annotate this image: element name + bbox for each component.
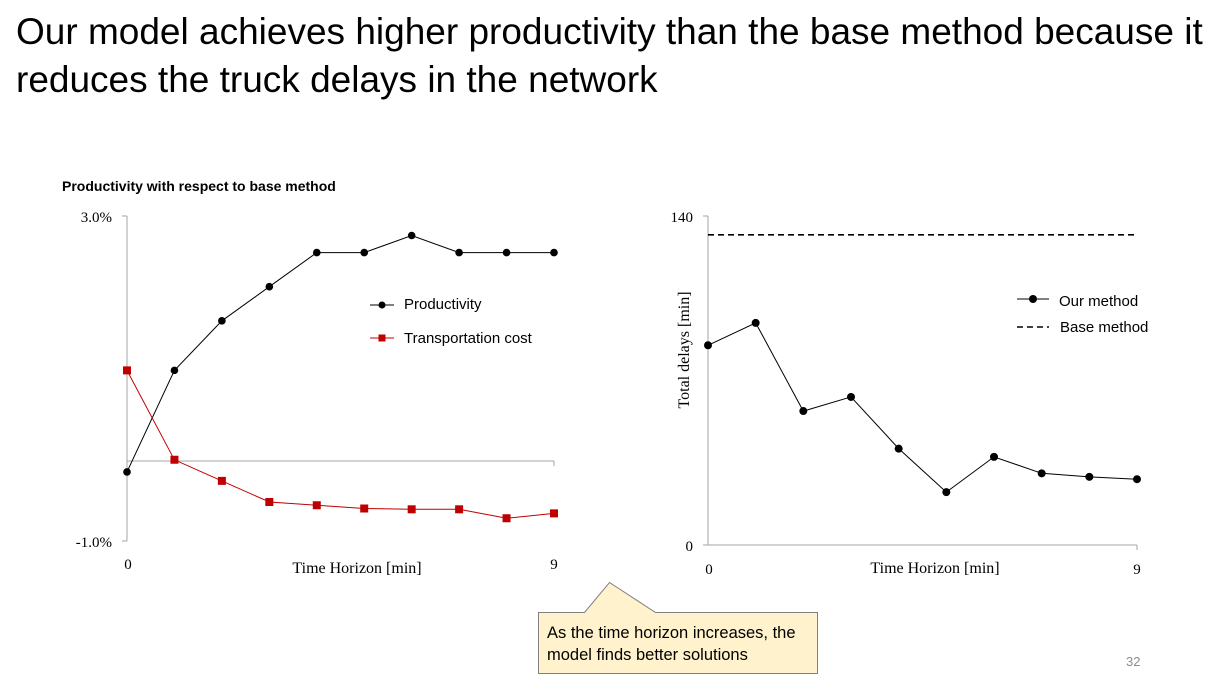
- chart1-point-transportation-cost: [502, 514, 511, 523]
- chart2-series: [704, 234, 1141, 497]
- chart1-line-productivity: [126, 234, 554, 473]
- slide-number: 32: [1126, 654, 1141, 669]
- chart2-point-our-method: [751, 318, 760, 327]
- chart1-point-transportation-cost: [217, 476, 226, 485]
- chart1-point-transportation-cost: [407, 505, 416, 514]
- legend-our-method-marker: [1029, 295, 1037, 303]
- chart1-point-productivity: [218, 317, 226, 325]
- chart2-x-axis-label: Time Horizon [min]: [870, 560, 999, 577]
- chart1-point-transportation-cost: [550, 509, 558, 518]
- legend-transportation-cost-label: Transportation cost: [404, 330, 533, 347]
- chart2-legend: Our method Base method: [1017, 293, 1148, 336]
- chart2-point-our-method: [1037, 469, 1046, 478]
- chart1-series: [123, 231, 558, 523]
- chart1-line-transportation-cost: [126, 370, 555, 519]
- legend-productivity-marker: [378, 301, 386, 309]
- chart2-y-axis-label: Total delays [min]: [676, 291, 693, 408]
- legend-base-method-label: Base method: [1060, 319, 1148, 336]
- chart1-point-transportation-cost: [312, 501, 321, 510]
- chart1-point-productivity: [170, 366, 179, 375]
- chart1-point-transportation-cost: [455, 505, 464, 514]
- chart2-point-our-method: [799, 407, 808, 416]
- chart1-ytick-label-bottom: -1.0%: [76, 535, 112, 551]
- chart2-point-our-method: [894, 444, 903, 453]
- chart2-point-our-method: [990, 452, 998, 461]
- chart2-point-our-method: [1085, 472, 1094, 481]
- chart1-point-productivity: [360, 248, 369, 257]
- chart2-point-our-method: [1133, 475, 1141, 484]
- chart2-xtick-label-end: 9: [1133, 562, 1141, 578]
- chart1-point-transportation-cost: [265, 498, 274, 506]
- chart1-point-productivity: [123, 468, 131, 476]
- chart1-ytick-label-top: 3.0%: [81, 210, 112, 226]
- chart1-point-transportation-cost: [170, 455, 179, 464]
- legend-our-method-label: Our method: [1059, 293, 1138, 310]
- chart2-ytick-label-bottom: 0: [686, 539, 694, 555]
- chart2-point-our-method: [942, 488, 951, 497]
- chart1-point-productivity: [502, 248, 511, 257]
- chart2-point-our-method: [704, 341, 712, 350]
- chart1-xtick-label-end: 9: [550, 557, 558, 573]
- chart1-point-transportation-cost: [123, 366, 131, 375]
- legend-transportation-cost-marker: [378, 334, 386, 342]
- callout-box: [538, 581, 818, 674]
- chart1-point-productivity: [265, 282, 274, 291]
- chart1-point-productivity: [407, 231, 416, 240]
- chart1-x-axis-label: Time Horizon [min]: [292, 560, 421, 577]
- legend-productivity-label: Productivity: [404, 296, 482, 313]
- chart1-point-productivity: [312, 248, 321, 257]
- chart2-point-our-method: [847, 392, 855, 401]
- chart1-point-productivity: [550, 248, 558, 257]
- slide-title: Our model achieves higher productivity t…: [16, 11, 1203, 100]
- callout-text: As the time horizon increases, the model…: [547, 624, 796, 664]
- chart1-point-productivity: [455, 248, 463, 257]
- chart2-ytick-label-top: 140: [671, 210, 694, 226]
- chart1-legend: Productivity Transportation cost: [370, 296, 533, 347]
- chart2-xtick-label-start: 0: [705, 562, 713, 578]
- chart1-point-transportation-cost: [360, 504, 369, 513]
- chart1-title: Productivity with respect to base method: [62, 178, 336, 194]
- chart2-line-our-method: [707, 322, 1138, 493]
- chart1-xtick-label-start: 0: [124, 557, 132, 573]
